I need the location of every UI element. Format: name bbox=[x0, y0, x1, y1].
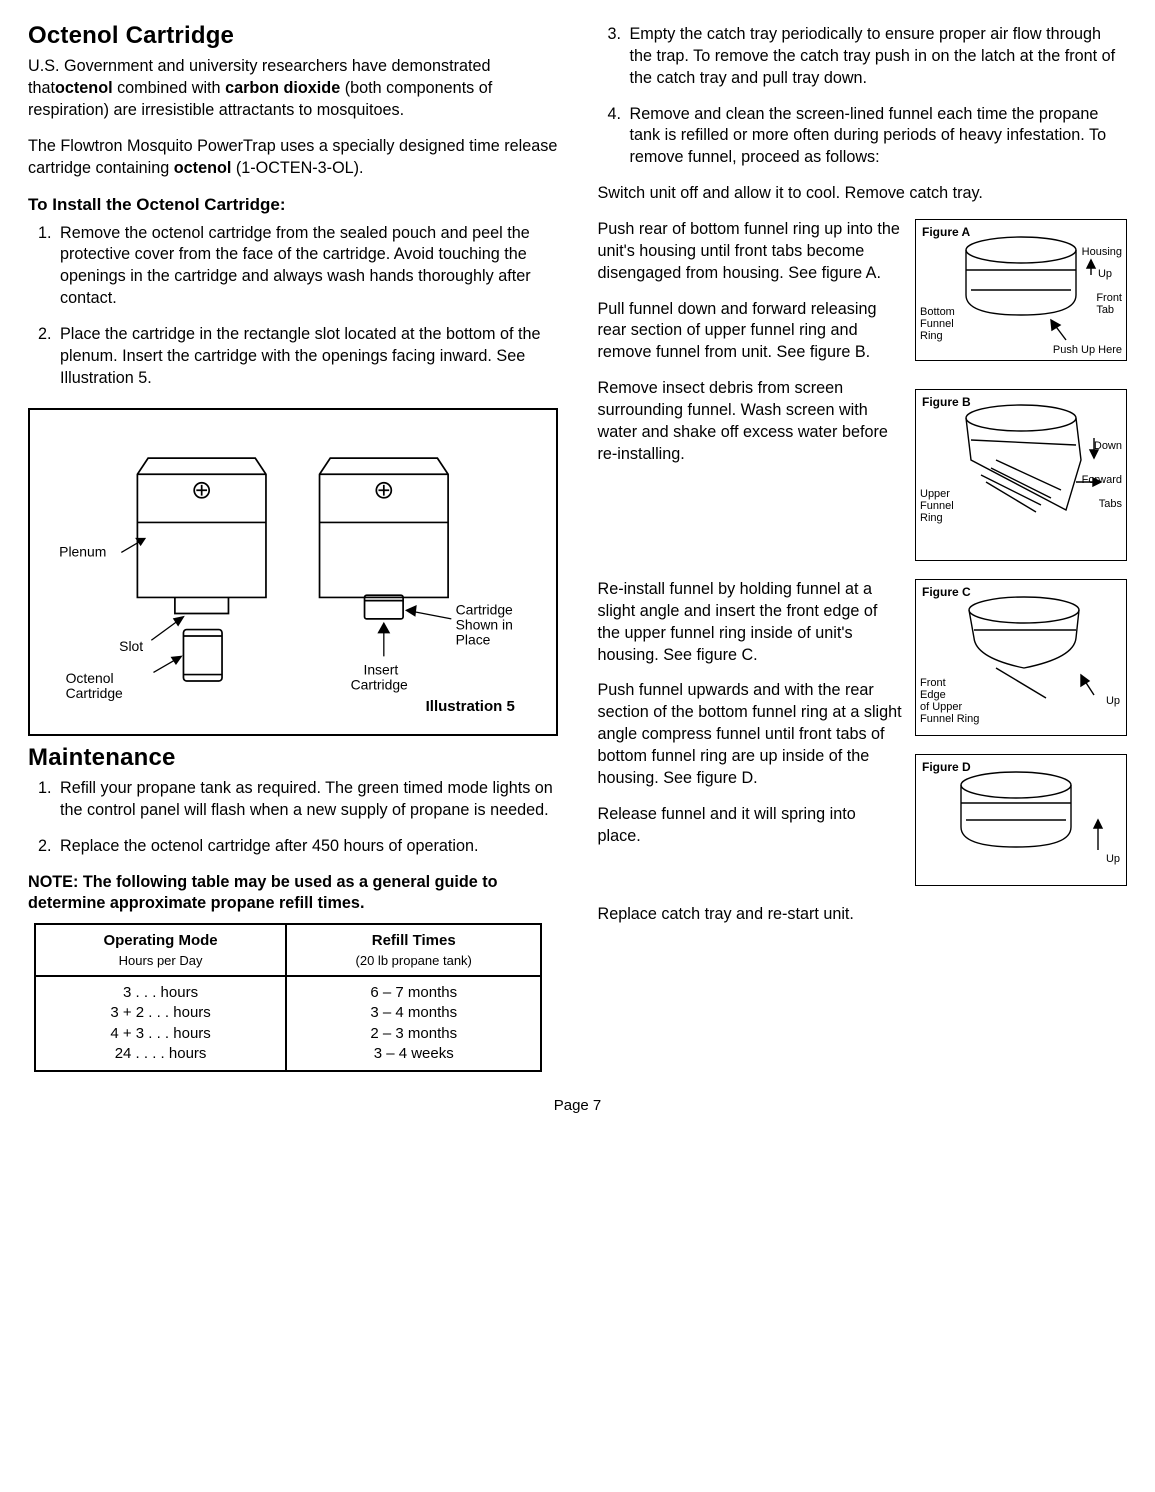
svg-text:Shown in: Shown in bbox=[456, 616, 513, 632]
table-header-mode: Operating Mode Hours per Day bbox=[35, 924, 286, 976]
refill-table: Operating Mode Hours per Day Refill Time… bbox=[34, 923, 542, 1072]
row-val: 6 – 7 months bbox=[297, 983, 530, 1003]
table-cell: 3 . . . hours 3 + 2 . . . hours 4 + 3 . … bbox=[35, 976, 286, 1071]
maint-step-2: Replace the octenol cartridge after 450 … bbox=[56, 836, 558, 858]
para-replace: Replace catch tray and re-start unit. bbox=[598, 904, 1128, 926]
term-octenol: octenol bbox=[174, 159, 232, 177]
label-housing: Housing bbox=[1082, 246, 1122, 258]
intro-para-2: The Flowtron Mosquito PowerTrap uses a s… bbox=[28, 136, 558, 180]
label-push-up: Push Up Here bbox=[1053, 344, 1122, 356]
svg-text:Cartridge: Cartridge bbox=[66, 685, 123, 701]
label-bottom-ring: Bottom Funnel Ring bbox=[920, 306, 955, 342]
label-tabs: Tabs bbox=[1099, 498, 1122, 510]
label-front-edge: Front Edge of Upper Funnel Ring bbox=[920, 677, 979, 725]
term-carbon-dioxide: carbon dioxide bbox=[225, 79, 340, 97]
install-steps: Remove the octenol cartridge from the se… bbox=[28, 223, 558, 390]
cleanup-steps: Empty the catch tray periodically to ens… bbox=[598, 24, 1128, 169]
para-figure-a: Push rear of bottom funnel ring up into … bbox=[598, 219, 904, 285]
text: (1-OCTEN-3-OL). bbox=[231, 159, 363, 177]
svg-text:Cartridge: Cartridge bbox=[351, 676, 408, 692]
svg-text:Octenol: Octenol bbox=[66, 670, 114, 686]
th-label: Refill Times bbox=[372, 932, 456, 949]
label-up: Up bbox=[1106, 695, 1120, 707]
row-val: 24 . . . . hours bbox=[46, 1044, 275, 1064]
install-step-1: Remove the octenol cartridge from the se… bbox=[56, 223, 558, 310]
text: combined with bbox=[113, 79, 221, 97]
heading-octenol: Octenol Cartridge bbox=[28, 20, 558, 52]
refill-note: NOTE: The following table may be used as… bbox=[28, 872, 558, 916]
label-up: Up bbox=[1106, 853, 1120, 865]
svg-text:Plenum: Plenum bbox=[59, 543, 106, 559]
svg-text:Insert: Insert bbox=[363, 661, 398, 677]
figure-a: Figure A bbox=[915, 219, 1127, 361]
label-forward: Forward bbox=[1082, 474, 1122, 486]
row-val: 4 + 3 . . . hours bbox=[46, 1024, 275, 1044]
para-release: Release funnel and it will spring into p… bbox=[598, 804, 904, 848]
label-up: Up bbox=[1098, 268, 1112, 280]
term-octenol: octenol bbox=[55, 79, 113, 97]
para-clean: Remove insect debris from screen surroun… bbox=[598, 378, 904, 465]
figure-b: Figure B bbox=[915, 389, 1127, 561]
cleanup-step-3: Empty the catch tray periodically to ens… bbox=[626, 24, 1128, 90]
figure-c: Figure C Front Edge of Upper Funnel Ring… bbox=[915, 579, 1127, 736]
install-step-2: Place the cartridge in the rectangle slo… bbox=[56, 324, 558, 390]
table-cell: 6 – 7 months 3 – 4 months 2 – 3 months 3… bbox=[286, 976, 541, 1071]
row-val: 3 – 4 months bbox=[297, 1003, 530, 1023]
para-figure-c: Re-install funnel by holding funnel at a… bbox=[598, 579, 904, 666]
svg-text:Slot: Slot bbox=[119, 638, 143, 654]
maint-step-1: Refill your propane tank as required. Th… bbox=[56, 778, 558, 822]
install-heading: To Install the Octenol Cartridge: bbox=[28, 194, 558, 217]
label-down: Down bbox=[1094, 440, 1122, 452]
label-upper-ring: Upper Funnel Ring bbox=[920, 488, 954, 524]
svg-text:Cartridge: Cartridge bbox=[456, 601, 513, 617]
switch-off-para: Switch unit off and allow it to cool. Re… bbox=[598, 183, 1128, 205]
illustration-5: Plenum Slot Octenol Cartridge Insert Car… bbox=[28, 408, 558, 736]
th-sublabel: (20 lb propane tank) bbox=[297, 952, 530, 970]
table-header-refill: Refill Times (20 lb propane tank) bbox=[286, 924, 541, 976]
intro-para-1: U.S. Government and university researche… bbox=[28, 56, 558, 122]
cleanup-step-4: Remove and clean the screen-lined funnel… bbox=[626, 104, 1128, 170]
row-val: 2 – 3 months bbox=[297, 1024, 530, 1044]
row-val: 3 + 2 . . . hours bbox=[46, 1003, 275, 1023]
illustration-caption: Illustration 5 bbox=[426, 698, 515, 715]
th-sublabel: Hours per Day bbox=[46, 952, 275, 970]
para-figure-b: Pull funnel down and forward releasing r… bbox=[598, 299, 904, 365]
page-number: Page 7 bbox=[28, 1096, 1127, 1116]
row-val: 3 . . . hours bbox=[46, 983, 275, 1003]
svg-text:Place: Place bbox=[456, 631, 491, 647]
maintenance-steps: Refill your propane tank as required. Th… bbox=[28, 778, 558, 858]
heading-maintenance: Maintenance bbox=[28, 742, 558, 774]
row-val: 3 – 4 weeks bbox=[297, 1044, 530, 1064]
th-label: Operating Mode bbox=[103, 932, 217, 949]
para-figure-d: Push funnel upwards and with the rear se… bbox=[598, 680, 904, 789]
label-front-tab: Front Tab bbox=[1096, 292, 1122, 316]
figure-d: Figure D Up bbox=[915, 754, 1127, 886]
